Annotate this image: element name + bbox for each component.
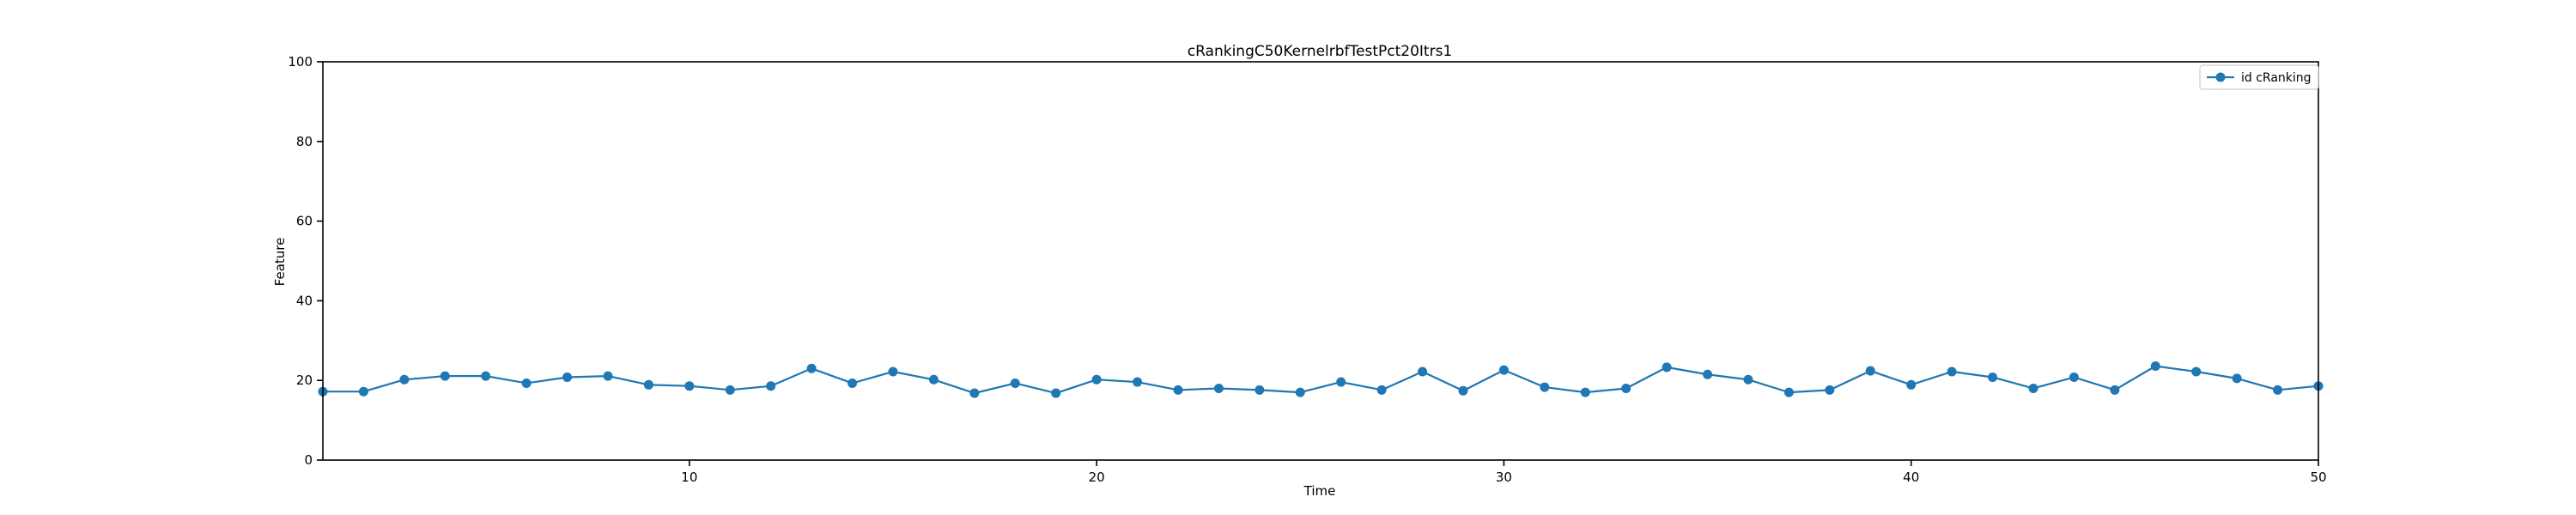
data-point xyxy=(2150,361,2160,371)
data-point xyxy=(2273,385,2283,395)
y-tick-label: 20 xyxy=(296,373,313,388)
x-tick-label: 10 xyxy=(681,470,697,485)
legend-box xyxy=(2199,64,2319,90)
data-point xyxy=(1133,377,1143,387)
data-point xyxy=(888,367,898,377)
x-tick-label: 30 xyxy=(1496,470,1512,485)
x-tick-label: 40 xyxy=(1903,470,1919,485)
data-point xyxy=(1255,385,1265,395)
legend-marker xyxy=(2215,72,2226,82)
data-point xyxy=(643,379,653,390)
data-point xyxy=(2028,383,2038,393)
data-point xyxy=(1865,366,1875,376)
data-point xyxy=(1418,367,1428,377)
data-point xyxy=(1783,387,1794,397)
data-point xyxy=(1988,372,1998,382)
data-point xyxy=(1498,365,1509,375)
y-tick-label: 40 xyxy=(296,293,313,308)
y-axis: 0 20 40 60 80 100 xyxy=(288,54,323,468)
data-point xyxy=(399,374,410,385)
data-point xyxy=(1621,383,1631,393)
data-point xyxy=(1540,382,1550,392)
y-axis-label: Feature xyxy=(272,238,288,287)
data-point xyxy=(1743,374,1753,385)
data-point xyxy=(684,381,695,391)
data-point xyxy=(1376,385,1387,395)
data-point xyxy=(1662,362,1672,373)
data-point xyxy=(1825,385,1835,395)
data-point xyxy=(1580,387,1590,397)
data-point xyxy=(725,385,735,395)
data-point xyxy=(1213,383,1224,393)
data-point xyxy=(1336,377,1346,387)
y-tick-label: 100 xyxy=(288,54,313,70)
data-point xyxy=(928,374,939,385)
chart-title: cRankingC50KernelrbfTestPct20Itrs1 xyxy=(1188,43,1453,60)
data-point xyxy=(440,371,450,381)
data-point xyxy=(562,372,573,382)
legend-label: id cRanking xyxy=(2241,71,2312,85)
data-point xyxy=(1295,387,1305,397)
data-point xyxy=(1703,369,1713,379)
data-point xyxy=(766,381,776,391)
plot-frame xyxy=(322,61,2319,461)
data-point xyxy=(521,378,532,388)
x-axis-label: Time xyxy=(1303,483,1336,499)
data-point xyxy=(969,388,980,398)
data-point xyxy=(481,371,491,381)
data-point xyxy=(1947,367,1957,377)
data-point xyxy=(1906,379,1917,390)
plot-area xyxy=(318,61,2324,461)
data-point xyxy=(2232,373,2242,384)
data-point xyxy=(1051,388,1061,398)
data-point xyxy=(1458,385,1468,396)
data-point xyxy=(1173,385,1183,395)
y-tick-label: 0 xyxy=(304,452,313,468)
series-line xyxy=(323,365,2319,395)
data-point xyxy=(358,386,368,397)
data-point xyxy=(2069,372,2079,382)
y-tick-label: 60 xyxy=(296,214,313,229)
x-axis: 10 20 30 40 50 xyxy=(681,460,2327,485)
data-point xyxy=(848,378,858,388)
data-point xyxy=(2191,367,2202,377)
data-point xyxy=(1091,374,1102,385)
legend: id cRanking xyxy=(2199,64,2319,90)
data-point xyxy=(1010,378,1020,388)
x-tick-label: 20 xyxy=(1089,470,1105,485)
x-tick-label: 50 xyxy=(2310,470,2326,485)
y-tick-label: 80 xyxy=(296,134,313,149)
data-point xyxy=(603,371,613,381)
data-point xyxy=(2110,385,2120,395)
data-point xyxy=(806,363,817,373)
